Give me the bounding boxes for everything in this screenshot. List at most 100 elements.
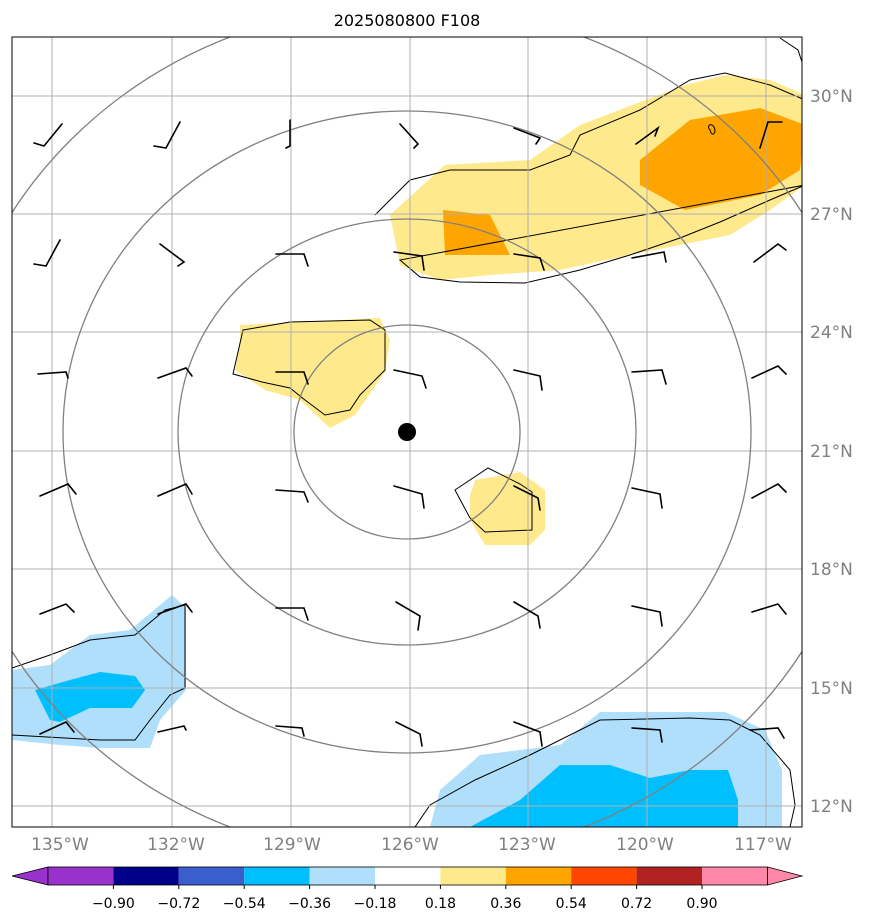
colorbar-ticks <box>112 885 703 889</box>
wind-barb <box>275 489 309 503</box>
wind-barb <box>33 239 61 267</box>
wind-barb <box>39 483 77 497</box>
contour-lines <box>12 37 802 827</box>
colorbar-label: 0.72 <box>621 896 652 912</box>
wind-barb <box>157 367 193 379</box>
contour-tiny-ring <box>708 124 716 135</box>
colorbar-label: −0.72 <box>157 896 200 912</box>
wind-barb <box>513 369 543 391</box>
longitude-labels: 135°W 132°W 129°W 126°W 123°W 120°W 117°… <box>31 835 792 855</box>
range-ring-3 <box>62 110 752 754</box>
colorbar-swatch <box>244 867 310 885</box>
wind-barb <box>393 485 425 509</box>
wind-barb <box>275 371 309 385</box>
lon-label: 132°W <box>147 835 205 855</box>
wind-barb <box>275 725 305 737</box>
colorbar-label: −0.36 <box>288 896 331 912</box>
wind-barbs <box>33 119 787 747</box>
lon-label: 120°W <box>616 835 674 855</box>
lon-label: 129°W <box>263 835 321 855</box>
wind-barb <box>631 727 663 743</box>
wind-barb <box>631 251 667 263</box>
wind-barb <box>749 727 785 739</box>
lat-label: 30°N <box>810 87 853 107</box>
lon-label: 117°W <box>734 835 792 855</box>
colorbar-swatch <box>702 867 768 885</box>
strong-anomaly-center <box>443 210 510 255</box>
colorbar-low-extension <box>11 866 49 886</box>
lat-label: 12°N <box>810 797 853 817</box>
colorbar-swatch <box>505 867 572 885</box>
wind-barb <box>393 251 425 271</box>
lat-label: 15°N <box>810 679 853 699</box>
wind-barb <box>159 243 186 267</box>
shaded-fields <box>12 75 802 827</box>
wind-barb <box>39 603 75 615</box>
wind-barb <box>399 123 420 149</box>
colorbar-swatch <box>113 867 179 885</box>
colorbar-label: 0.54 <box>556 896 587 912</box>
colorbar-label: 0.18 <box>425 896 456 912</box>
wind-barb <box>751 365 787 379</box>
strong-anomaly-east <box>640 108 802 210</box>
colorbar-label: −0.54 <box>223 896 266 912</box>
wind-barb <box>275 607 309 621</box>
wind-barb <box>631 487 663 509</box>
lat-label: 18°N <box>810 560 853 580</box>
strong-negative-southeast <box>470 765 738 827</box>
contour-corner <box>779 37 802 64</box>
storm-center-marker <box>398 423 416 441</box>
wind-barb <box>393 369 427 389</box>
colorbar-frame <box>47 866 768 886</box>
range-ring-1 <box>293 324 521 540</box>
plot-area <box>12 37 802 827</box>
positive-anomaly-south-blob <box>470 472 545 545</box>
wind-barb <box>157 603 193 615</box>
wind-barb <box>513 721 543 747</box>
colorbar-label: −0.90 <box>92 896 135 912</box>
colorbar-swatch <box>178 867 245 885</box>
wind-barb <box>753 243 787 263</box>
lon-label: 123°W <box>498 835 556 855</box>
colorbar-swatch <box>636 867 702 885</box>
range-ring-2 <box>177 218 637 646</box>
wind-barb <box>631 605 663 627</box>
negative-anomaly-southwest <box>12 595 186 748</box>
colorbar-swatch <box>440 867 506 885</box>
wind-barb <box>751 603 787 615</box>
wind-barb <box>33 123 63 147</box>
colorbar-swatch <box>375 867 441 885</box>
wind-barb <box>395 601 421 631</box>
wind-barb <box>513 485 541 511</box>
wind-barb <box>285 119 291 149</box>
latitude-labels: 12°N 15°N 18°N 21°N 24°N 27°N 30°N <box>810 87 853 817</box>
wind-barb <box>153 121 181 149</box>
wind-barb <box>39 721 75 735</box>
plot-frame <box>11 36 803 828</box>
map-title: 2025080800 F108 <box>334 11 481 30</box>
colorbar-label: 0.90 <box>686 896 717 912</box>
wind-barb <box>631 369 667 385</box>
wind-barb <box>37 371 69 379</box>
wind-barb <box>157 725 187 733</box>
wind-barb <box>513 253 545 271</box>
colorbar-swatch <box>571 867 637 885</box>
lat-label: 21°N <box>810 442 853 462</box>
colorbar: −0.90 −0.72 −0.54 −0.36 −0.18 0.18 0.36 … <box>11 866 804 912</box>
wind-barb <box>759 121 783 149</box>
colorbar-swatch <box>48 867 114 885</box>
contour-southeast <box>414 717 796 827</box>
wind-barb <box>395 721 423 747</box>
wind-barb <box>751 483 787 499</box>
wind-barb <box>275 253 309 267</box>
colorbar-label: −0.18 <box>354 896 397 912</box>
range-rings <box>12 37 802 827</box>
lon-label: 135°W <box>31 835 89 855</box>
colorbar-swatch <box>309 867 375 885</box>
colorbar-label: 0.36 <box>490 896 521 912</box>
contour-southwest <box>12 604 186 741</box>
colorbar-high-extension <box>767 866 804 886</box>
wind-barb <box>513 601 541 629</box>
lat-label: 27°N <box>810 205 853 225</box>
